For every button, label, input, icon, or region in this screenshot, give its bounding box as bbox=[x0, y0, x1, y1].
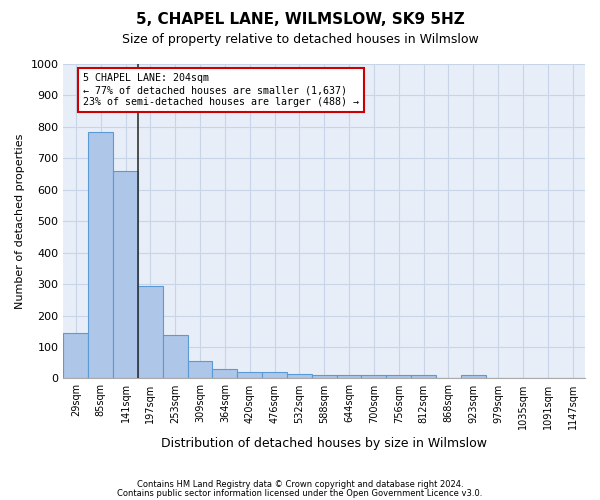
Bar bbox=[188, 361, 212, 378]
Bar bbox=[163, 335, 188, 378]
Bar bbox=[138, 286, 163, 378]
Bar bbox=[212, 370, 237, 378]
Bar bbox=[287, 374, 312, 378]
Bar bbox=[312, 376, 337, 378]
Bar bbox=[262, 372, 287, 378]
Bar bbox=[361, 376, 386, 378]
Bar bbox=[64, 334, 88, 378]
Bar bbox=[237, 372, 262, 378]
Bar bbox=[88, 132, 113, 378]
X-axis label: Distribution of detached houses by size in Wilmslow: Distribution of detached houses by size … bbox=[161, 437, 487, 450]
Y-axis label: Number of detached properties: Number of detached properties bbox=[15, 134, 25, 309]
Bar bbox=[386, 376, 411, 378]
Text: Size of property relative to detached houses in Wilmslow: Size of property relative to detached ho… bbox=[122, 32, 478, 46]
Text: 5 CHAPEL LANE: 204sqm
← 77% of detached houses are smaller (1,637)
23% of semi-d: 5 CHAPEL LANE: 204sqm ← 77% of detached … bbox=[83, 74, 359, 106]
Text: 5, CHAPEL LANE, WILMSLOW, SK9 5HZ: 5, CHAPEL LANE, WILMSLOW, SK9 5HZ bbox=[136, 12, 464, 28]
Bar bbox=[411, 376, 436, 378]
Bar bbox=[113, 171, 138, 378]
Bar bbox=[461, 376, 485, 378]
Text: Contains HM Land Registry data © Crown copyright and database right 2024.: Contains HM Land Registry data © Crown c… bbox=[137, 480, 463, 489]
Bar bbox=[337, 376, 361, 378]
Text: Contains public sector information licensed under the Open Government Licence v3: Contains public sector information licen… bbox=[118, 489, 482, 498]
